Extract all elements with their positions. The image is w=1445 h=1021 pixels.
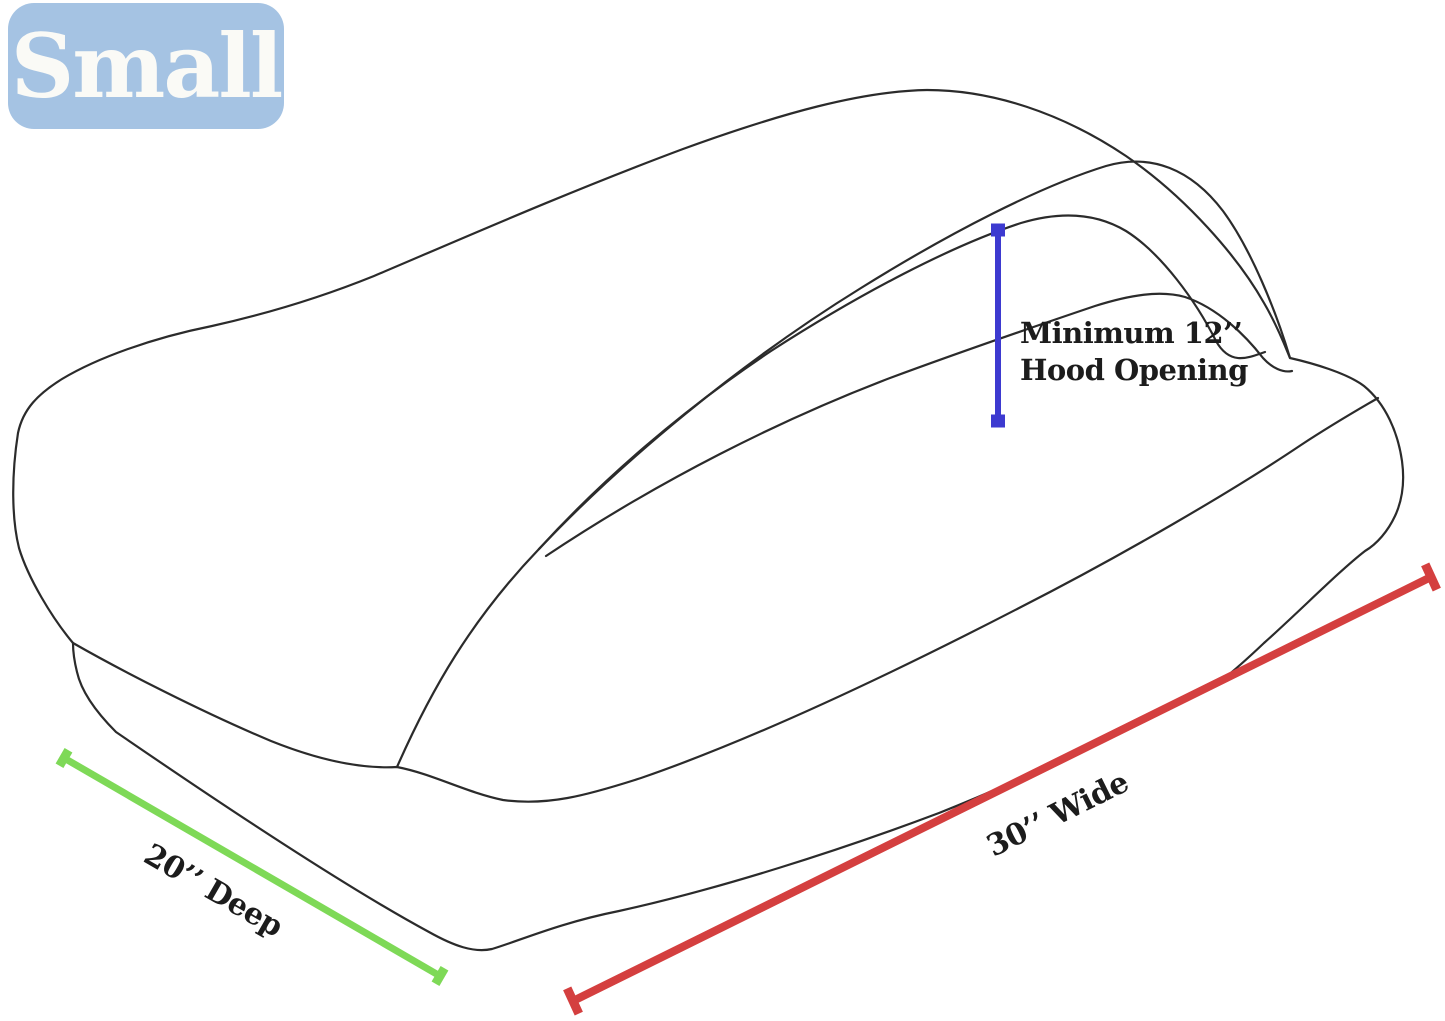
dimension-labels: Minimum 12’’ Hood Opening 20’’ Deep 30’’… xyxy=(138,316,1249,944)
hood-opening-rim xyxy=(544,292,1294,558)
depth-dimension-line xyxy=(62,754,442,980)
depth-dimension-cap-left xyxy=(55,747,73,769)
width-dimension-line xyxy=(571,573,1433,1005)
width-label: 30’’ Wide xyxy=(981,765,1134,864)
hood-band-inner-edge xyxy=(537,214,1267,551)
mattress-top-seam xyxy=(71,396,1380,803)
bed-outline-group xyxy=(12,88,1405,952)
hood-opening-label-line2: Hood Opening xyxy=(1020,353,1248,387)
depth-label: 20’’ Deep xyxy=(138,837,289,944)
width-dimension xyxy=(563,562,1441,1016)
size-badge: Small xyxy=(8,3,284,129)
hood-opening-label-line1: Minimum 12’’ xyxy=(1020,316,1242,350)
hood-band-outer-edge xyxy=(395,160,1292,769)
hood-opening-dimension xyxy=(991,223,1005,428)
width-dimension-cap-right xyxy=(1421,562,1441,592)
depth-dimension xyxy=(55,747,449,987)
width-dimension-cap-left xyxy=(563,986,583,1016)
bed-silhouette xyxy=(12,88,1405,952)
depth-dimension-cap-right xyxy=(431,965,449,987)
